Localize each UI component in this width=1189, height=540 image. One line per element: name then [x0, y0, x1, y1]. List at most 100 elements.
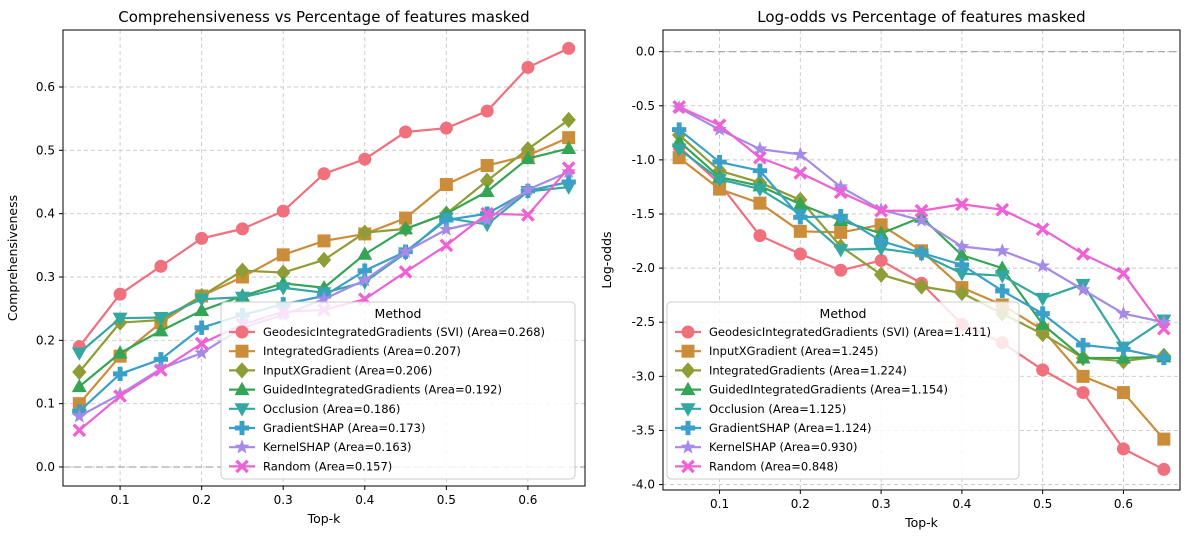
data-point: [194, 293, 210, 307]
legend-item: KernelSHAP (Area=0.163): [229, 439, 412, 454]
y-tick-label: -1.0: [632, 153, 655, 167]
data-point: [873, 266, 889, 283]
data-point: [1035, 292, 1051, 307]
y-ticks: 0.0 -0.5 -1.0 -1.5 -2.0 -2.5 -3.0 -3.5 -4.0: [632, 45, 663, 492]
data-point: [112, 386, 128, 401]
x-ticks: 0.1 0.2 0.3 0.4 0.5 0.6: [111, 486, 537, 507]
data-point: [71, 347, 87, 361]
data-point: [72, 363, 87, 381]
data-point: [562, 41, 576, 55]
data-point: [833, 244, 849, 258]
legend-label: GuidedIntegratedGradients (Area=0.192): [263, 383, 502, 397]
data-point: [671, 143, 687, 157]
data-point: [479, 172, 495, 189]
data-point: [153, 352, 169, 367]
data-point: [792, 196, 808, 210]
data-point: [713, 182, 727, 196]
series-8: [672, 100, 1171, 336]
x-ticks: 0.1 0.2 0.3 0.4 0.5 0.6: [710, 490, 1133, 511]
x-tick-label: 0.2: [192, 493, 211, 507]
data-point: [153, 312, 169, 326]
x-tick-label: 0.1: [710, 497, 729, 511]
y-ticks: 0.0 0.1 0.2 0.3 0.4 0.5 0.6: [36, 80, 63, 474]
data-point: [480, 206, 494, 221]
data-point: [1156, 314, 1172, 329]
data-point: [520, 181, 536, 196]
x-tick-label: 0.6: [518, 493, 537, 507]
data-point: [1075, 350, 1091, 364]
data-point: [521, 60, 535, 74]
data-point: [276, 248, 290, 262]
data-point: [194, 302, 210, 317]
data-point: [914, 203, 929, 218]
data-point: [1157, 321, 1171, 336]
data-point: [753, 150, 767, 165]
data-point: [479, 218, 495, 233]
axes-frame: [662, 29, 1181, 491]
data-point: [562, 131, 576, 145]
data-point: [357, 272, 373, 287]
data-point: [752, 141, 768, 156]
data-point: [874, 218, 888, 232]
data-point: [317, 167, 331, 181]
x-tick-label: 0.2: [791, 497, 810, 511]
data-point: [834, 263, 848, 277]
legend-label: Occlusion (Area=1.125): [709, 402, 846, 416]
chart-panel-2: 0.1 0.2 0.3 0.4 0.5 0.6 0.0 -0.5 -1.0 -1.5 -2.0 -2.…: [599, 8, 1181, 530]
data-point: [1076, 369, 1090, 383]
legend-item: InputXGradient (Area=1.245): [675, 344, 878, 358]
data-point: [276, 204, 290, 218]
y-tick-label: 0.6: [36, 80, 55, 94]
x-tick-label: 0.4: [952, 497, 971, 511]
data-point: [480, 104, 494, 118]
data-point: [561, 140, 577, 154]
data-point: [793, 166, 808, 180]
y-axis-label: Comprehensiveness: [5, 195, 20, 321]
data-point: [561, 164, 577, 179]
data-point: [113, 287, 127, 301]
legend-label: Random (Area=0.157): [263, 459, 392, 473]
legend-item: Occlusion (Area=0.186): [229, 402, 400, 417]
legend-label: GeodesicIntegratedGradients (SVI) (Area=…: [263, 325, 545, 339]
data-point: [914, 245, 929, 261]
data-point: [1035, 258, 1051, 273]
data-point: [1076, 386, 1090, 400]
y-tick-label: -4.0: [632, 478, 655, 492]
data-point: [195, 231, 209, 245]
y-tick-label: 0.5: [36, 143, 55, 157]
data-point: [357, 263, 372, 278]
data-point: [438, 221, 454, 236]
data-point: [873, 243, 889, 257]
legend-label: InputXGradient (Area=0.206): [263, 363, 432, 377]
data-point: [521, 208, 535, 222]
data-point: [561, 174, 576, 190]
data-point: [72, 423, 87, 438]
legend-item: InputXGradient (Area=0.206): [229, 362, 432, 379]
data-point: [834, 225, 848, 239]
data-point: [914, 278, 929, 295]
data-point: [1076, 247, 1090, 261]
data-point: [753, 229, 767, 243]
legend-label: GradientSHAP (Area=0.173): [263, 421, 425, 435]
data-point: [1035, 326, 1050, 343]
data-point: [833, 185, 848, 200]
data-point: [234, 291, 250, 306]
legend-item: GuidedIntegratedGradients (Area=0.192): [229, 381, 502, 397]
data-point: [358, 152, 372, 166]
y-tick-label: 0.1: [36, 397, 55, 411]
y-tick-label: 0.2: [36, 333, 55, 347]
data-point: [712, 173, 728, 188]
data-point: [112, 366, 128, 382]
data-point: [479, 212, 495, 227]
chart-title: Log-odds vs Percentage of features maske…: [757, 8, 1085, 26]
data-point: [112, 345, 128, 359]
legend-label: IntegratedGradients (Area=0.207): [263, 344, 461, 358]
data-point: [995, 202, 1010, 217]
data-point: [153, 323, 169, 337]
x-tick-label: 0.3: [872, 497, 891, 511]
data-point: [113, 389, 127, 403]
legend-title: Method: [820, 306, 867, 321]
legend-label: Random (Area=0.848): [709, 459, 838, 473]
x-tick-label: 0.1: [111, 493, 130, 507]
